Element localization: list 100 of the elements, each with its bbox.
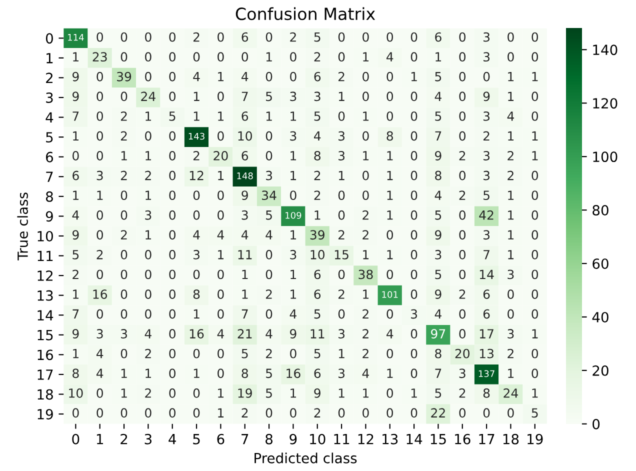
data-label: 3	[459, 368, 466, 378]
data-label: 2	[362, 348, 368, 358]
y-tick-label: 18	[38, 389, 53, 400]
data-label: 4	[386, 329, 394, 338]
data-label: 0	[120, 250, 128, 260]
data-label: 5	[314, 309, 320, 319]
data-label: 0	[508, 309, 514, 319]
y-tick-label: 8	[46, 191, 53, 202]
data-label: 0	[145, 309, 152, 319]
data-label: 0	[96, 131, 103, 141]
data-label: 8	[242, 368, 248, 378]
data-label: 0	[338, 111, 345, 121]
data-label: 6	[314, 72, 321, 82]
data-label: 0	[362, 72, 369, 82]
data-label: 0	[266, 270, 272, 280]
color-bar-label: 140	[593, 44, 618, 56]
data-label: 1	[73, 131, 79, 141]
x-tick-label: 5	[193, 434, 200, 444]
data-label: 3	[338, 151, 345, 160]
data-label: 0	[410, 368, 418, 378]
data-label: 5	[266, 92, 272, 102]
data-label: 4	[144, 329, 152, 338]
data-label: 0	[169, 52, 176, 62]
data-label: 4	[434, 309, 442, 319]
data-label: 0	[169, 270, 176, 280]
data-label: 8	[435, 348, 442, 358]
data-label: 1	[387, 151, 393, 160]
data-label: 9	[72, 329, 79, 339]
data-label: 3	[290, 250, 296, 260]
data-label: 1	[194, 309, 200, 319]
data-label: 3	[484, 32, 490, 42]
data-label: 1	[73, 290, 79, 299]
data-label: 4	[434, 190, 442, 200]
data-label: 0	[459, 309, 466, 319]
data-label: 1	[121, 388, 127, 398]
data-label: 0	[508, 289, 514, 299]
data-label: 1	[121, 151, 127, 160]
data-label: 0	[338, 52, 345, 62]
data-label: 0	[532, 289, 538, 299]
data-label: 5	[484, 190, 490, 200]
data-label: 4	[241, 230, 248, 240]
y-tick-label: 19	[38, 408, 53, 420]
data-label: 1	[73, 190, 79, 200]
data-label: 4	[362, 368, 369, 378]
data-label: 24	[141, 92, 156, 101]
data-label: 5	[266, 368, 272, 378]
data-label: 3	[96, 329, 103, 339]
data-label: 5	[266, 388, 272, 398]
data-label: 0	[459, 170, 466, 180]
data-label: 0	[290, 408, 296, 418]
data-label: 0	[120, 270, 128, 280]
data-label: 2	[483, 131, 490, 141]
data-label: 6	[72, 170, 79, 180]
data-label: 2	[266, 289, 272, 299]
data-label: 0	[386, 230, 394, 240]
data-label: 3	[338, 329, 345, 339]
data-label: 0	[193, 408, 200, 418]
y-tick-label: 16	[38, 350, 54, 360]
data-label: 1	[411, 388, 417, 398]
data-label: 0	[459, 72, 466, 82]
data-label: 0	[338, 309, 345, 319]
data-label: 4	[290, 309, 296, 319]
data-label: 22	[431, 408, 445, 418]
data-label: 5	[169, 112, 176, 121]
x-tick-label: 16	[455, 434, 470, 444]
data-label: 7	[242, 309, 248, 319]
data-label: 1	[146, 190, 152, 200]
x-tick-label: 19	[528, 434, 543, 444]
y-tick-label: 0	[46, 33, 53, 44]
data-label: 0	[290, 190, 296, 200]
data-label: 1	[508, 92, 514, 101]
data-label: 42	[479, 210, 494, 220]
data-label: 5	[314, 349, 320, 358]
data-label: 38	[358, 270, 373, 280]
data-label: 0	[386, 111, 394, 121]
data-label: 0	[169, 170, 176, 180]
data-label: 8	[386, 131, 393, 141]
data-label: 1	[363, 290, 369, 299]
data-label: 0	[96, 32, 103, 42]
data-label: 0	[532, 309, 538, 319]
data-label: 8	[72, 368, 79, 378]
data-label: 0	[266, 131, 272, 141]
data-label: 1	[266, 112, 272, 121]
data-label: 1	[290, 230, 296, 240]
data-label: 0	[362, 190, 369, 200]
data-label: 0	[266, 250, 272, 260]
data-label: 0	[508, 408, 514, 418]
color-bar-label: 20	[592, 365, 608, 376]
data-label: 2	[120, 170, 127, 180]
data-label: 3	[411, 309, 418, 319]
data-label: 20	[214, 151, 228, 160]
data-label: 13	[480, 348, 494, 358]
data-label: 0	[193, 388, 200, 398]
y-tick-label: 9	[46, 211, 53, 222]
data-label: 0	[459, 230, 466, 240]
data-label: 1	[363, 112, 369, 121]
color-bar-label: 0	[592, 418, 600, 430]
data-label: 1	[242, 270, 248, 279]
data-label: 2	[145, 348, 151, 358]
data-label: 9	[72, 72, 79, 82]
